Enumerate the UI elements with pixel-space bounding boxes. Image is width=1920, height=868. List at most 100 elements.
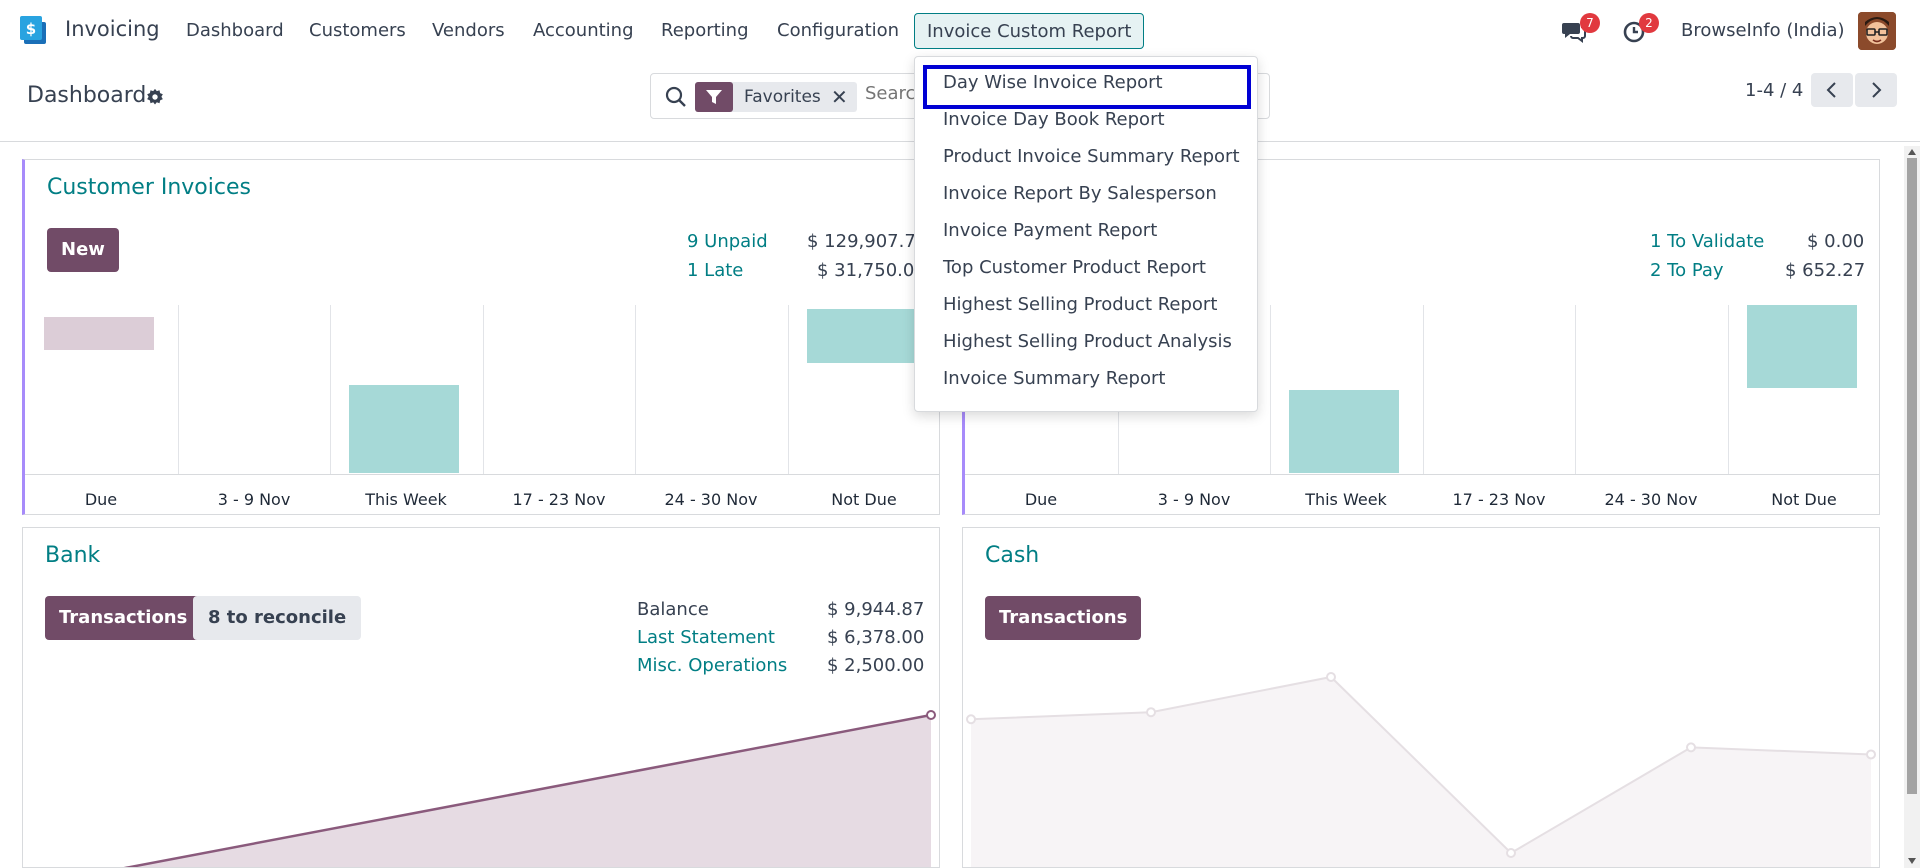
dropdown-item-invoice-day-book-report[interactable]: Invoice Day Book Report	[943, 109, 1165, 130]
invoicing-app-icon[interactable]: $	[20, 16, 50, 46]
cash-card: Cash Transactions	[962, 527, 1880, 868]
ci-gridline	[788, 305, 789, 475]
bank-balance-amount: $ 9,944.87	[827, 599, 925, 620]
menu-customers[interactable]: Customers	[309, 20, 406, 41]
ci-gridline	[178, 305, 179, 475]
invoice-custom-report-dropdown: Day Wise Invoice Report Invoice Day Book …	[914, 56, 1258, 412]
menu-vendors[interactable]: Vendors	[432, 20, 505, 41]
filter-icon	[695, 82, 733, 112]
search-facet-favorites: Favorites ✕	[695, 82, 857, 112]
page-scrollbar[interactable]	[1904, 146, 1920, 868]
ci-bar-due[interactable]	[44, 317, 154, 350]
search-input[interactable]	[865, 83, 925, 104]
dropdown-focus-highlight	[923, 65, 1251, 109]
ci-gridline	[330, 305, 331, 475]
cash-title[interactable]: Cash	[985, 543, 1040, 568]
search-icon[interactable]	[665, 86, 687, 108]
ci-bar-not-due[interactable]	[807, 309, 917, 363]
vb-baseline	[965, 474, 1879, 475]
cash-line	[970, 675, 1872, 855]
bank-last-statement-link[interactable]: Last Statement	[637, 627, 775, 648]
menu-accounting[interactable]: Accounting	[533, 20, 634, 41]
scroll-down-arrow-icon[interactable]	[1908, 858, 1916, 864]
company-switcher[interactable]: BrowseInfo (India)	[1681, 20, 1845, 41]
activities-clock-icon[interactable]	[1621, 18, 1647, 44]
chevron-left-icon	[1826, 82, 1836, 98]
dropdown-item-product-invoice-summary-report[interactable]: Product Invoice Summary Report	[943, 146, 1240, 167]
late-amount: $ 31,750.00	[817, 260, 926, 281]
cash-balance-chart[interactable]	[963, 528, 1879, 867]
svg-text:$: $	[26, 20, 36, 38]
to-validate-link[interactable]: 1 To Validate	[1650, 231, 1765, 252]
cash-point[interactable]	[1146, 707, 1156, 718]
vb-xlabel: Not Due	[1771, 490, 1837, 509]
dropdown-item-highest-selling-product-report[interactable]: Highest Selling Product Report	[943, 294, 1218, 315]
gear-icon[interactable]	[146, 88, 164, 106]
page-title: Dashboard	[27, 83, 147, 108]
cash-transactions-button[interactable]: Transactions	[985, 596, 1142, 640]
dropdown-item-top-customer-product-report[interactable]: Top Customer Product Report	[943, 257, 1206, 278]
to-pay-amount: $ 652.27	[1785, 260, 1866, 281]
ci-gridline	[635, 305, 636, 475]
bank-card: Bank Transactions 8 to reconcile Balance…	[22, 527, 940, 868]
dropdown-item-invoice-summary-report[interactable]: Invoice Summary Report	[943, 368, 1166, 389]
vb-xlabel: 24 - 30 Nov	[1604, 490, 1698, 509]
menu-dashboard[interactable]: Dashboard	[186, 20, 284, 41]
cash-point[interactable]	[966, 714, 976, 725]
vb-gridline	[1728, 305, 1729, 475]
bank-misc-operations-amount: $ 2,500.00	[827, 655, 925, 676]
to-validate-amount: $ 0.00	[1807, 231, 1865, 252]
cash-point[interactable]	[1326, 672, 1336, 682]
ci-bar-this-week[interactable]	[349, 385, 459, 473]
bank-transactions-button[interactable]: Transactions	[45, 596, 202, 640]
messages-count-badge: 7	[1580, 13, 1600, 33]
bank-line	[123, 713, 932, 867]
pager-next-button[interactable]	[1855, 73, 1897, 107]
vb-gridline	[1423, 305, 1424, 475]
menu-reporting[interactable]: Reporting	[661, 20, 749, 41]
facet-remove-icon[interactable]: ✕	[831, 85, 848, 109]
vb-xlabel: This Week	[1305, 490, 1387, 509]
user-avatar-image	[1858, 12, 1896, 50]
pager-previous-button[interactable]	[1811, 73, 1853, 107]
bank-misc-operations-link[interactable]: Misc. Operations	[637, 655, 788, 676]
scroll-up-arrow-icon[interactable]	[1908, 149, 1916, 155]
vb-gridline	[1270, 305, 1271, 475]
bank-reconcile-button[interactable]: 8 to reconcile	[193, 596, 362, 640]
dropdown-item-day-wise-invoice-report[interactable]: Day Wise Invoice Report	[943, 72, 1163, 93]
menu-invoice-custom-report[interactable]: Invoice Custom Report	[914, 13, 1145, 49]
bank-balance-label: Balance	[637, 599, 709, 620]
scrollbar-thumb[interactable]	[1907, 158, 1917, 794]
to-pay-link[interactable]: 2 To Pay	[1650, 260, 1724, 281]
late-link[interactable]: 1 Late	[687, 260, 744, 281]
ci-xlabel: 3 - 9 Nov	[217, 490, 291, 509]
ci-xlabel: 17 - 23 Nov	[512, 490, 606, 509]
unpaid-amount: $ 129,907.75	[807, 231, 928, 252]
new-invoice-button[interactable]: New	[47, 228, 119, 272]
bank-balance-chart[interactable]	[23, 528, 939, 867]
customer-invoices-chart[interactable]	[25, 305, 939, 475]
activities-count-badge: 2	[1639, 13, 1659, 33]
unpaid-link[interactable]: 9 Unpaid	[687, 231, 768, 252]
cash-point[interactable]	[1866, 749, 1876, 760]
user-avatar[interactable]	[1858, 12, 1896, 50]
chevron-right-icon	[1872, 82, 1882, 98]
dropdown-item-invoice-report-by-salesperson[interactable]: Invoice Report By Salesperson	[943, 183, 1217, 204]
vb-bar-not-due[interactable]	[1747, 305, 1857, 388]
pager-value[interactable]: 1-4 / 4	[1745, 80, 1804, 101]
app-name[interactable]: Invoicing	[65, 17, 160, 41]
ci-xlabel: 24 - 30 Nov	[664, 490, 758, 509]
dropdown-item-highest-selling-product-analysis[interactable]: Highest Selling Product Analysis	[943, 331, 1232, 352]
customer-invoices-title[interactable]: Customer Invoices	[47, 175, 251, 200]
menu-configuration[interactable]: Configuration	[777, 20, 900, 41]
facet-label: Favorites	[744, 87, 821, 107]
dropdown-item-invoice-payment-report[interactable]: Invoice Payment Report	[943, 220, 1158, 241]
bank-title[interactable]: Bank	[45, 543, 101, 568]
cash-point[interactable]	[1686, 742, 1696, 753]
cash-point[interactable]	[1506, 848, 1516, 858]
vb-gridline	[1575, 305, 1576, 475]
vb-xlabel: 17 - 23 Nov	[1452, 490, 1546, 509]
vb-bar-this-week[interactable]	[1289, 390, 1399, 473]
ci-xlabel: This Week	[365, 490, 447, 509]
bank-point[interactable]	[926, 710, 936, 720]
